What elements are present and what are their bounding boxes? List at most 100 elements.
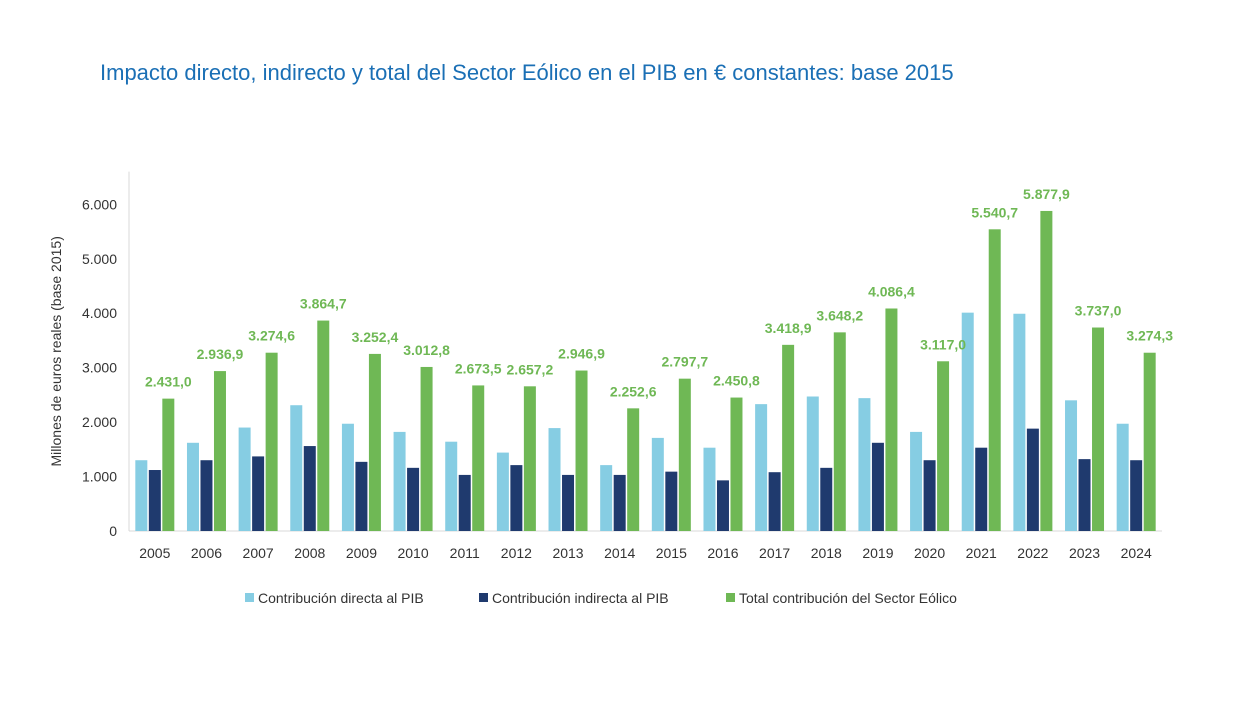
bar [923,460,936,531]
data-label: 2.657,2 [507,361,554,377]
bar [600,465,613,531]
x-tick-label: 2023 [1069,545,1100,561]
bar [200,460,213,531]
bar [871,442,884,531]
bar [1143,352,1156,531]
data-label: 2.431,0 [145,374,192,390]
bar [458,474,471,531]
bar [678,378,691,531]
y-tick-label: 4.000 [82,305,117,321]
bar [1130,460,1143,531]
bars [135,210,1156,531]
bar [135,460,148,531]
legend-swatch [479,593,488,602]
bar [341,423,354,531]
bar [627,408,640,531]
x-tick-label: 2013 [552,545,583,561]
bar [355,461,368,531]
axes: 0 1.000 2.000 3.000 4.000 5.000 6.000 Millones … [48,171,1162,561]
bar [730,397,743,531]
bar [575,370,588,531]
bar [1065,400,1078,531]
bar [1026,428,1039,531]
bar [510,465,523,531]
data-labels: 2.431,0 2.936,93.274,6 3.864,7 3.252,43.012… [145,186,1173,399]
x-tick-label: 2017 [759,545,790,561]
y-axis-title: Millones de euros reales (base 2015) [48,236,64,466]
x-tick-label: 2014 [604,545,635,561]
bar [393,431,406,531]
x-tick-label: 2019 [862,545,893,561]
x-tick-label: 2018 [811,545,842,561]
legend-label: Contribución directa al PIB [258,590,424,606]
bar [1078,459,1091,531]
x-tick-label: 2024 [1121,545,1152,561]
data-label: 5.877,9 [1023,186,1070,202]
x-tick-label: 2021 [966,545,997,561]
data-label: 3.274,6 [248,328,295,344]
data-label: 4.086,4 [868,283,915,299]
legend-label: Total contribución del Sector Eólico [739,590,957,606]
bar [703,447,716,531]
data-label: 3.418,9 [765,320,812,336]
data-label: 2.936,9 [197,346,244,362]
bar [755,404,768,531]
bar [858,398,871,531]
x-tick-label: 2010 [397,545,428,561]
bar [238,427,251,531]
bar [988,229,1001,531]
y-tick-label: 0 [109,523,117,539]
data-label: 2.946,9 [558,346,605,362]
bar [806,396,819,531]
data-label: 3.274,3 [1126,328,1173,344]
bar [148,470,161,531]
x-tick-label: 2022 [1017,545,1048,561]
bar [252,456,265,531]
x-tick-label: 2009 [346,545,377,561]
data-label: 2.252,6 [610,383,657,399]
bar [651,437,664,531]
x-tick-label: 2006 [191,545,222,561]
bar [716,480,729,531]
bar [665,471,678,531]
bar [937,361,950,531]
bar [472,385,485,531]
y-tick-label: 2.000 [82,414,117,430]
chart-title: Impacto directo, indirecto y total del S… [100,60,954,85]
y-tick-label: 1.000 [82,469,117,485]
bar [1013,313,1026,531]
x-tick-label: 2008 [294,545,325,561]
bar [407,467,420,531]
bar [213,371,226,531]
data-label: 2.673,5 [455,360,502,376]
legend-swatch [726,593,735,602]
x-tick-label: 2012 [501,545,532,561]
bar [548,428,561,531]
bar [186,442,199,531]
bar [782,344,795,531]
bar [613,474,626,531]
bar [1092,327,1105,531]
y-tick-label: 5.000 [82,251,117,267]
y-tick-label: 3.000 [82,360,117,376]
bar [833,332,846,531]
bar [885,308,898,531]
data-label: 3.648,2 [816,307,863,323]
x-tick-label: 2015 [656,545,687,561]
legend: Contribución directa al PIB Contribución … [245,590,957,606]
x-tick-label: 2005 [139,545,170,561]
bar [445,441,458,531]
x-tick-label: 2011 [450,545,480,561]
data-label: 3.012,8 [403,342,450,358]
bar [523,386,536,531]
data-label: 2.450,8 [713,373,760,389]
bar [290,405,303,531]
data-label: 2.797,7 [661,354,708,370]
bar [368,353,381,531]
bar [162,398,175,531]
data-label: 5.540,7 [971,204,1018,220]
y-tick-label: 6.000 [82,196,117,212]
bar [420,366,433,531]
bar [496,452,509,531]
